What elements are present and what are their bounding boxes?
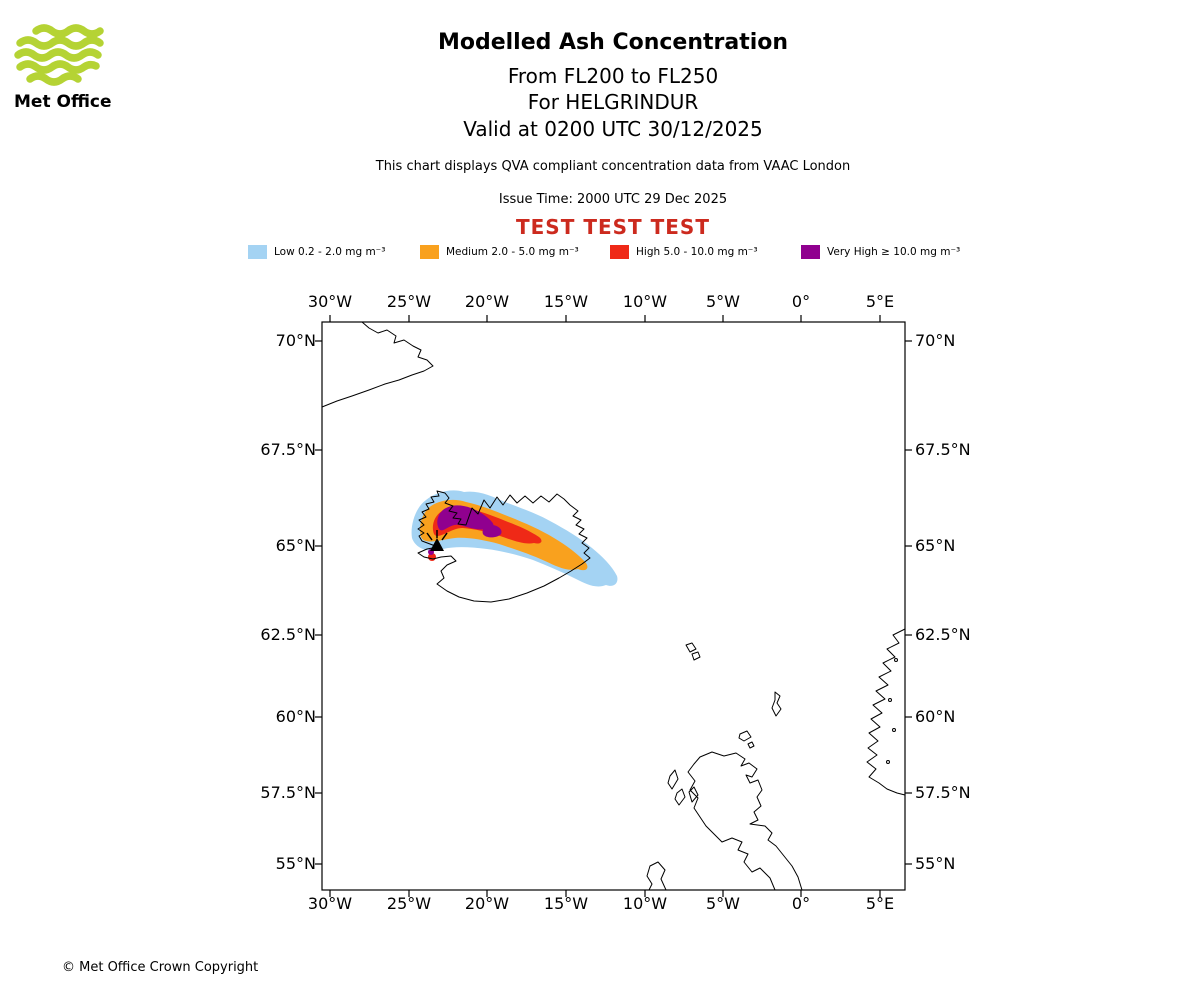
legend-label-very-high: Very High ≥ 10.0 mg m⁻³ [827, 246, 961, 258]
legend-item-high: High 5.0 - 10.0 mg m⁻³ [610, 245, 758, 259]
x-tick-label: 0° [791, 292, 811, 311]
norway-coastline [866, 628, 906, 796]
y-tick-label: 60°N [915, 707, 956, 726]
legend-swatch-high [610, 245, 629, 259]
y-tick-label: 70°N [915, 331, 956, 350]
map-frame [321, 321, 906, 891]
x-tick-label: 20°W [464, 894, 510, 913]
x-tick-label: 5°W [706, 292, 740, 311]
uk-coastline [646, 751, 803, 891]
issue-time: Issue Time: 2000 UTC 29 Dec 2025 [498, 192, 728, 207]
subtitle-valid-time: Valid at 0200 UTC 30/12/2025 [463, 117, 763, 141]
ash-plume-very-high-2 [482, 524, 502, 538]
x-tick-label: 10°W [622, 894, 668, 913]
x-tick-label: 25°W [386, 292, 432, 311]
x-tick-label: 30°W [307, 292, 353, 311]
y-tick-label: 65°N [275, 536, 316, 555]
x-tick-label: 5°E [865, 894, 895, 913]
iceland-coastline [417, 490, 591, 603]
test-banner: TEST TEST TEST [516, 215, 710, 239]
y-tick-label: 55°N [915, 854, 956, 873]
y-tick-label: 65°N [915, 536, 956, 555]
y-tick-label: 57.5°N [915, 783, 971, 802]
legend-item-low: Low 0.2 - 2.0 mg m⁻³ [248, 245, 385, 259]
y-tick-label: 67.5°N [260, 440, 316, 459]
y-tick-label: 55°N [275, 854, 316, 873]
volcano-marker [426, 530, 448, 551]
x-tick-label: 5°E [865, 292, 895, 311]
copyright-notice: © Met Office Crown Copyright [62, 960, 259, 975]
x-tick-label: 15°W [543, 292, 589, 311]
legend-label-low: Low 0.2 - 2.0 mg m⁻³ [274, 246, 386, 258]
y-tick-label: 62.5°N [260, 625, 316, 644]
subtitle-flight-levels: From FL200 to FL250 [507, 64, 719, 88]
legend-swatch-low [248, 245, 267, 259]
y-tick-label: 60°N [275, 707, 316, 726]
y-tick-label: 57.5°N [260, 783, 316, 802]
faroe-islands [685, 642, 701, 661]
x-tick-label: 25°W [386, 894, 432, 913]
page-title: Modelled Ash Concentration [437, 30, 789, 55]
subtitle-volcano: For HELGRINDUR [527, 90, 699, 114]
y-tick-label: 62.5°N [915, 625, 971, 644]
x-tick-label: 5°W [706, 894, 740, 913]
legend-swatch-very-high [801, 245, 820, 259]
greenland-coastline [321, 321, 434, 408]
met-office-logo-graphic [14, 24, 104, 86]
met-office-logo: Met Office [14, 24, 134, 112]
x-tick-label: 20°W [464, 292, 510, 311]
legend-label-high: High 5.0 - 10.0 mg m⁻³ [636, 246, 758, 258]
hebrides-islands [667, 769, 699, 806]
x-tick-label: 0° [791, 894, 811, 913]
orkney-shetland-islands [738, 691, 782, 749]
x-tick-label: 30°W [307, 894, 353, 913]
legend-label-medium: Medium 2.0 - 5.0 mg m⁻³ [446, 246, 579, 258]
legend-item-very-high: Very High ≥ 10.0 mg m⁻³ [801, 245, 960, 259]
legend-item-medium: Medium 2.0 - 5.0 mg m⁻³ [420, 245, 579, 259]
map-tick-marks [315, 315, 912, 897]
y-tick-label: 70°N [275, 331, 316, 350]
y-tick-label: 67.5°N [915, 440, 971, 459]
x-tick-label: 10°W [622, 292, 668, 311]
met-office-logo-text: Met Office [14, 92, 112, 112]
x-tick-label: 15°W [543, 894, 589, 913]
legend-swatch-medium [420, 245, 439, 259]
compliance-note: This chart displays QVA compliant concen… [375, 159, 851, 174]
